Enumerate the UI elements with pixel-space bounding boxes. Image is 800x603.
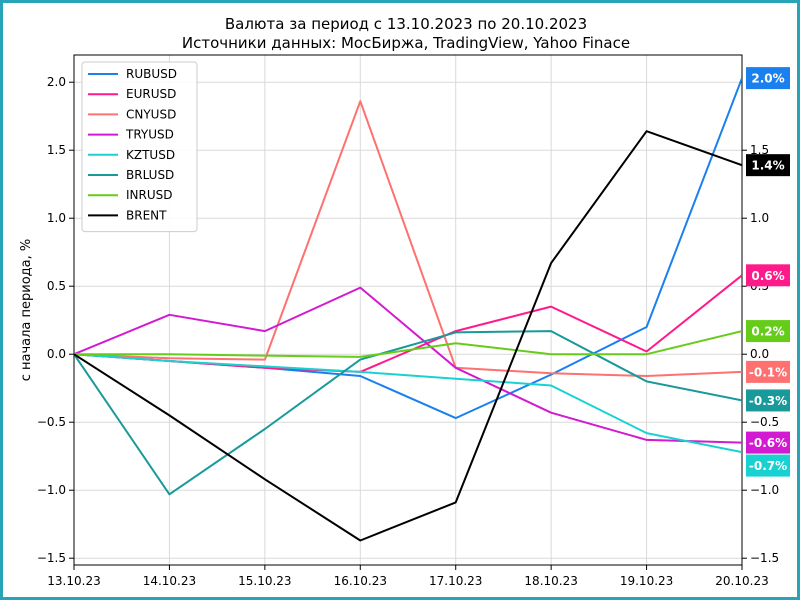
right-tick-label: 0.0 — [750, 347, 769, 361]
legend-box — [81, 61, 198, 233]
x-tick-label: 13.10.23 — [47, 574, 100, 588]
x-tick-label: 16.10.23 — [334, 574, 387, 588]
series-lines — [74, 77, 742, 542]
legend-label-inrusd: INRUSD — [126, 188, 173, 202]
end-label-box — [746, 154, 790, 177]
end-label-text: -0.3% — [749, 394, 787, 408]
y-tick-label: 0.0 — [47, 347, 66, 361]
series-line-tryusd — [74, 286, 742, 444]
legend-label-kztusd: KZTUSD — [126, 148, 175, 162]
end-label-inrusd: 0.2% — [746, 320, 790, 343]
x-tick-label: 19.10.23 — [620, 574, 673, 588]
legend-label-rubusd: RUBUSD — [126, 67, 177, 81]
end-label-text: -0.7% — [749, 459, 787, 473]
end-label-tryusd: -0.6% — [746, 431, 790, 454]
x-tick-label: 14.10.23 — [143, 574, 196, 588]
y-tick-label: −0.5 — [37, 415, 66, 429]
end-label-text: 0.2% — [751, 325, 784, 339]
legend-label-brent: BRENT — [126, 208, 167, 222]
y-tick-label: −1.0 — [37, 483, 66, 497]
right-tick-label: −1.0 — [750, 483, 779, 497]
end-label-box — [746, 360, 790, 383]
line-chart: Валюта за период с 13.10.2023 по 20.10.2… — [19, 15, 790, 588]
end-label-kztusd: -0.7% — [746, 454, 790, 477]
right-tick-label: 1.5 — [750, 143, 769, 157]
series-line-cnyusd — [74, 100, 742, 377]
plot-area-border — [73, 54, 743, 566]
legend-label-brlusd: BRLUSD — [126, 168, 174, 182]
legend-label-eurusd: EURUSD — [126, 87, 176, 101]
end-label-text: 2.0% — [751, 72, 784, 86]
right-tick-label: 1.0 — [750, 211, 769, 225]
series-line-kztusd — [74, 353, 742, 454]
y-tick-label: 2.0 — [47, 75, 66, 89]
chart-title: Валюта за период с 13.10.2023 по 20.10.2… — [225, 15, 587, 33]
end-label-text: 1.4% — [751, 159, 784, 173]
x-tick-label: 18.10.23 — [524, 574, 577, 588]
x-tick-label: 20.10.23 — [715, 574, 768, 588]
series-line-inrusd — [74, 330, 742, 358]
end-label-cnyusd: -0.1% — [746, 360, 790, 383]
end-label-box — [746, 320, 790, 343]
series-line-brent — [74, 130, 742, 542]
right-tick-label: −1.5 — [750, 551, 779, 565]
end-label-text: 0.6% — [751, 269, 784, 283]
end-label-box — [746, 389, 790, 412]
legend-label-cnyusd: CNYUSD — [126, 107, 176, 121]
end-label-eurusd: 0.6% — [746, 264, 790, 287]
legend-label-tryusd: TRYUSD — [125, 128, 174, 142]
series-line-brlusd — [74, 330, 742, 496]
legend: RUBUSD EURUSD CNYUSD TRYUSD KZTUSD BRLUSD INRU… — [81, 61, 198, 233]
end-label-text: -0.6% — [749, 436, 787, 450]
y-tick-label: 0.5 — [47, 279, 66, 293]
y-tick-label: −1.5 — [37, 551, 66, 565]
end-label-text: -0.1% — [749, 365, 787, 379]
end-label-brent: 1.4% — [746, 154, 790, 177]
x-tick-label: 15.10.23 — [238, 574, 291, 588]
end-label-box — [746, 454, 790, 477]
end-label-brlusd: -0.3% — [746, 389, 790, 412]
end-labels: 2.0% 1.4% 0.6% 0.2% -0.1% -0.3% -0.6% -0.7% — [746, 67, 790, 477]
end-label-box — [746, 264, 790, 287]
axes: 13.10.23 14.10.23 15.10.23 16.10.23 17.10.23… — [37, 54, 779, 588]
end-label-box — [746, 67, 790, 90]
y-tick-label: 1.5 — [47, 143, 66, 157]
chart-subtitle: Источники данных: МосБиржа, TradingView,… — [182, 34, 630, 52]
end-label-rubusd: 2.0% — [746, 67, 790, 90]
y-tick-label: 1.0 — [47, 211, 66, 225]
end-label-box — [746, 431, 790, 454]
x-tick-label: 17.10.23 — [429, 574, 482, 588]
y-axis-label: с начала периода, % — [19, 239, 34, 382]
right-tick-label: −0.5 — [750, 415, 779, 429]
